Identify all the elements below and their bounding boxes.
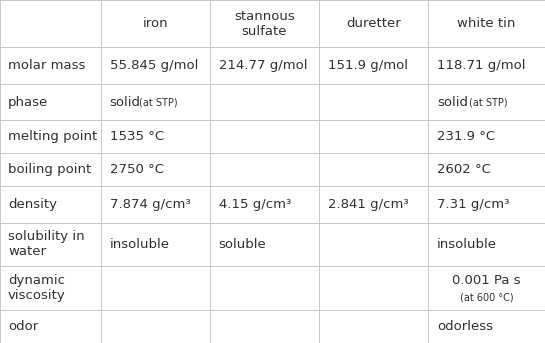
- Text: insoluble: insoluble: [110, 238, 169, 251]
- Text: phase: phase: [8, 96, 49, 109]
- Text: odorless: odorless: [437, 320, 493, 333]
- Text: 7.31 g/cm³: 7.31 g/cm³: [437, 198, 510, 211]
- Text: 2750 °C: 2750 °C: [110, 163, 164, 176]
- Text: duretter: duretter: [346, 17, 401, 30]
- Text: solubility in
water: solubility in water: [8, 230, 84, 259]
- Text: iron: iron: [142, 17, 168, 30]
- Text: 7.874 g/cm³: 7.874 g/cm³: [110, 198, 190, 211]
- Text: 118.71 g/mol: 118.71 g/mol: [437, 59, 526, 72]
- Text: insoluble: insoluble: [437, 238, 497, 251]
- Text: odor: odor: [8, 320, 38, 333]
- Text: 0.001 Pa s: 0.001 Pa s: [452, 274, 520, 287]
- Text: 55.845 g/mol: 55.845 g/mol: [110, 59, 198, 72]
- Text: boiling point: boiling point: [8, 163, 92, 176]
- Text: 151.9 g/mol: 151.9 g/mol: [328, 59, 408, 72]
- Text: 231.9 °C: 231.9 °C: [437, 130, 495, 143]
- Text: 1535 °C: 1535 °C: [110, 130, 164, 143]
- Text: 4.15 g/cm³: 4.15 g/cm³: [219, 198, 291, 211]
- Text: 2602 °C: 2602 °C: [437, 163, 491, 176]
- Text: white tin: white tin: [457, 17, 516, 30]
- Text: (at 600 °C): (at 600 °C): [459, 293, 513, 303]
- Text: (at STP): (at STP): [139, 97, 178, 107]
- Text: dynamic
viscosity: dynamic viscosity: [8, 274, 66, 302]
- Text: 2.841 g/cm³: 2.841 g/cm³: [328, 198, 408, 211]
- Text: density: density: [8, 198, 57, 211]
- Text: 214.77 g/mol: 214.77 g/mol: [219, 59, 307, 72]
- Text: stannous
sulfate: stannous sulfate: [234, 10, 295, 38]
- Text: (at STP): (at STP): [469, 97, 507, 107]
- Text: solid: solid: [110, 96, 141, 109]
- Text: soluble: soluble: [219, 238, 267, 251]
- Text: molar mass: molar mass: [8, 59, 86, 72]
- Text: melting point: melting point: [8, 130, 98, 143]
- Text: solid: solid: [437, 96, 468, 109]
